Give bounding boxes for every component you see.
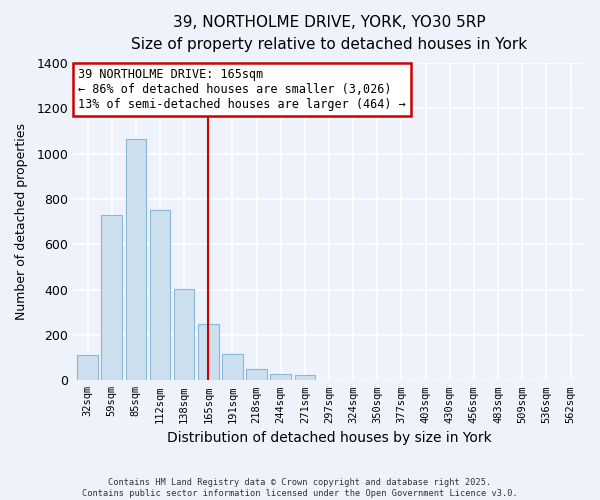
Bar: [125, 139, 146, 380]
X-axis label: Distribution of detached houses by size in York: Distribution of detached houses by size …: [167, 431, 491, 445]
Bar: [174, 288, 194, 380]
Y-axis label: Number of detached properties: Number of detached properties: [15, 123, 28, 320]
Bar: [77, 356, 98, 380]
Bar: [222, 354, 243, 380]
Bar: [247, 369, 267, 380]
Bar: [295, 376, 315, 380]
Bar: [198, 324, 218, 380]
Bar: [150, 210, 170, 380]
Bar: [271, 374, 291, 380]
Text: 39 NORTHOLME DRIVE: 165sqm
← 86% of detached houses are smaller (3,026)
13% of s: 39 NORTHOLME DRIVE: 165sqm ← 86% of deta…: [78, 68, 406, 111]
Text: Contains HM Land Registry data © Crown copyright and database right 2025.
Contai: Contains HM Land Registry data © Crown c…: [82, 478, 518, 498]
Bar: [101, 215, 122, 380]
Title: 39, NORTHOLME DRIVE, YORK, YO30 5RP
Size of property relative to detached houses: 39, NORTHOLME DRIVE, YORK, YO30 5RP Size…: [131, 15, 527, 52]
